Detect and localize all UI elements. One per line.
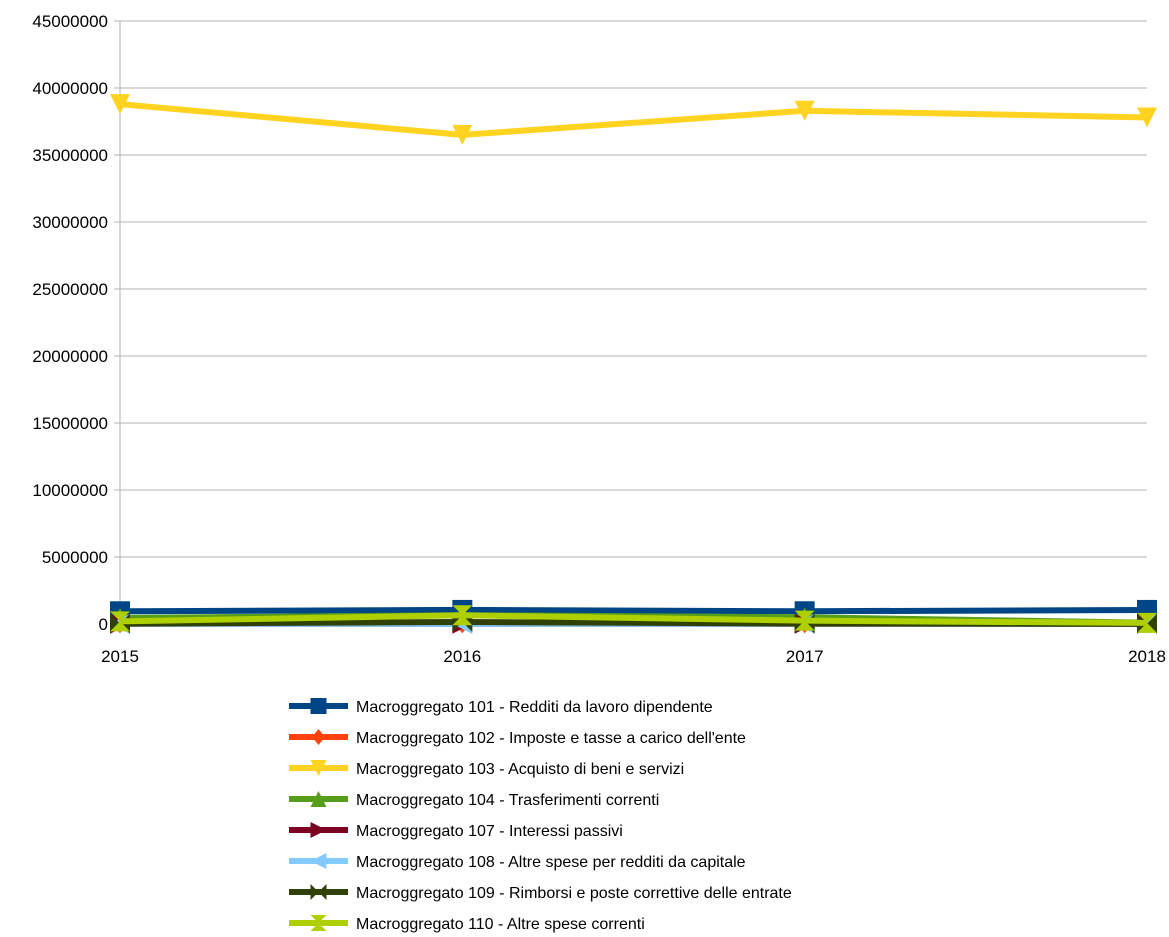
series <box>110 94 1157 634</box>
legend-label: Macroggregato 109 - Rimborsi e poste cor… <box>356 885 792 902</box>
data-point <box>1137 612 1157 633</box>
legend-marker <box>310 915 327 931</box>
legend-marker <box>310 698 327 714</box>
y-tick-label: 45000000 <box>32 12 108 31</box>
series-line <box>119 612 1148 626</box>
legend-item: Macroggregato 107 - Interessi passivi <box>289 822 623 840</box>
x-tick-label: 2018 <box>1128 647 1166 666</box>
legend-marker <box>312 729 325 745</box>
data-point <box>452 605 473 626</box>
legend-item: Macroggregato 108 - Altre spese per redd… <box>289 853 746 871</box>
y-tick-label: 20000000 <box>32 347 108 366</box>
legend-label: Macroggregato 102 - Imposte e tasse a ca… <box>356 730 746 747</box>
y-tick-label: 25000000 <box>32 280 108 299</box>
series-7 <box>110 605 1157 633</box>
data-point <box>794 100 815 121</box>
legend-marker <box>310 822 327 838</box>
legend-item: Macroggregato 103 - Acquisto di beni e s… <box>289 760 684 778</box>
legend-label: Macroggregato 108 - Altre spese per redd… <box>356 854 746 871</box>
series-line <box>119 101 1148 138</box>
y-tick-label: 0 <box>99 615 108 634</box>
data-point <box>110 94 130 115</box>
legend-item: Macroggregato 102 - Imposte e tasse a ca… <box>289 729 746 747</box>
legend-item: Macroggregato 101 - Redditi da lavoro di… <box>289 698 713 716</box>
x-tick-label: 2016 <box>443 647 481 666</box>
data-point <box>1137 107 1157 128</box>
series-line <box>119 606 1148 615</box>
y-tick-label: 30000000 <box>32 213 108 232</box>
legend: Macroggregato 101 - Redditi da lavoro di… <box>289 698 792 933</box>
legend-label: Macroggregato 101 - Redditi da lavoro di… <box>356 699 713 716</box>
x-tick-label: 2015 <box>101 647 139 666</box>
legend-marker <box>310 853 327 869</box>
data-point <box>794 610 815 631</box>
legend-marker <box>310 791 327 807</box>
legend-marker <box>310 884 327 900</box>
y-tick-label: 5000000 <box>42 548 108 567</box>
legend-item: Macroggregato 104 - Trasferimenti corren… <box>289 791 659 809</box>
legend-label: Macroggregato 104 - Trasferimenti corren… <box>356 792 659 809</box>
legend-label: Macroggregato 110 - Altre spese correnti <box>356 916 645 933</box>
y-tick-label: 35000000 <box>32 146 108 165</box>
y-tick-label: 15000000 <box>32 414 108 433</box>
series-2 <box>110 94 1157 145</box>
legend-item: Macroggregato 110 - Altre spese correnti <box>289 915 645 933</box>
data-point <box>452 124 473 145</box>
axes: 0 5000000 10000000 15000000 20000000 25000000… <box>32 12 1166 666</box>
x-tick-label: 2017 <box>786 647 824 666</box>
y-tick-label: 40000000 <box>32 79 108 98</box>
data-point <box>110 611 130 632</box>
gridlines <box>114 20 1147 625</box>
legend-label: Macroggregato 103 - Acquisto di beni e s… <box>356 761 684 778</box>
legend-marker <box>310 760 327 776</box>
y-tick-label: 10000000 <box>32 481 108 500</box>
legend-item: Macroggregato 109 - Rimborsi e poste cor… <box>289 884 792 902</box>
legend-label: Macroggregato 107 - Interessi passivi <box>356 823 623 840</box>
